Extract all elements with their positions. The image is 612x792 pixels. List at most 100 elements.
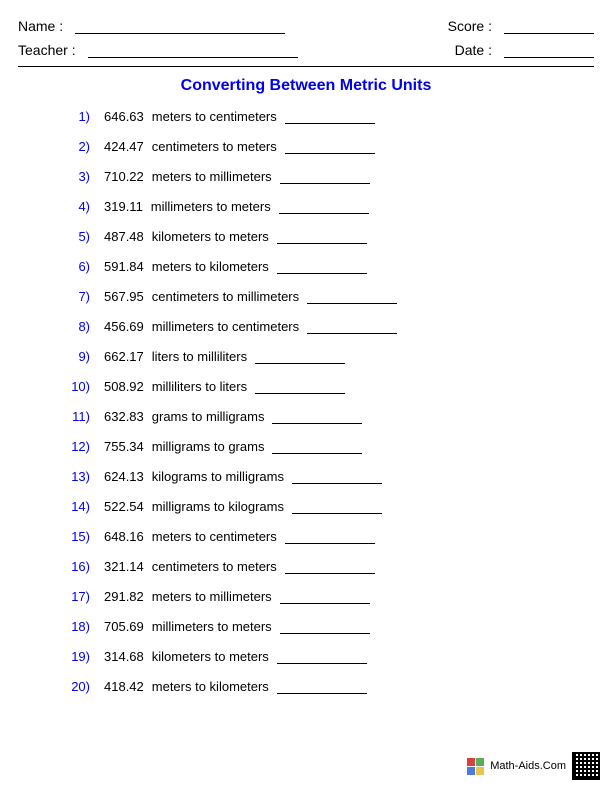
problem-conversion: millimeters to centimeters xyxy=(152,319,299,334)
score-blank[interactable] xyxy=(504,20,594,34)
answer-blank[interactable] xyxy=(255,352,345,364)
teacher-field: Teacher : xyxy=(18,42,298,58)
problem-number: 5) xyxy=(56,229,90,244)
problem-row: 10) 508.92 milliliters to liters xyxy=(56,379,594,394)
problem-number: 17) xyxy=(56,589,90,604)
qr-code-icon xyxy=(572,752,600,780)
problem-row: 16)321.14centimeters to meters xyxy=(56,559,594,574)
footer: Math-Aids.Com xyxy=(467,752,600,780)
answer-blank[interactable] xyxy=(255,382,345,394)
problem-conversion: centimeters to meters xyxy=(152,559,277,574)
problem-conversion: meters to kilometers xyxy=(152,259,269,274)
problem-number: 14) xyxy=(56,499,90,514)
problem-conversion: centimeters to millimeters xyxy=(152,289,299,304)
name-blank[interactable] xyxy=(75,20,285,34)
problem-conversion: milliliters to liters xyxy=(152,379,247,394)
problem-row: 19)314.68kilometers to meters xyxy=(56,649,594,664)
answer-blank[interactable] xyxy=(285,142,375,154)
answer-blank[interactable] xyxy=(292,502,382,514)
problem-row: 3)710.22meters to millimeters xyxy=(56,169,594,184)
answer-blank[interactable] xyxy=(280,622,370,634)
problem-row: 18) 705.69 millimeters to meters xyxy=(56,619,594,634)
problem-conversion: kilometers to meters xyxy=(152,229,269,244)
problem-number: 20) xyxy=(56,679,90,694)
problem-value: 321.14 xyxy=(104,559,144,574)
problem-value: 624.13 xyxy=(104,469,144,484)
answer-blank[interactable] xyxy=(292,472,382,484)
problem-row: 12)755.34milligrams to grams xyxy=(56,439,594,454)
score-label: Score : xyxy=(448,18,492,34)
answer-blank[interactable] xyxy=(285,532,375,544)
problem-number: 10) xyxy=(56,379,90,394)
answer-blank[interactable] xyxy=(280,172,370,184)
answer-blank[interactable] xyxy=(277,262,367,274)
problem-row: 6) 591.84 meters to kilometers xyxy=(56,259,594,274)
answer-blank[interactable] xyxy=(307,292,397,304)
problem-number: 4) xyxy=(56,199,90,214)
answer-blank[interactable] xyxy=(277,652,367,664)
problem-conversion: grams to milligrams xyxy=(152,409,265,424)
problem-row: 1)646.63meters to centimeters xyxy=(56,109,594,124)
answer-blank[interactable] xyxy=(307,322,397,334)
date-blank[interactable] xyxy=(504,44,594,58)
answer-blank[interactable] xyxy=(279,202,369,214)
answer-blank[interactable] xyxy=(272,412,362,424)
answer-blank[interactable] xyxy=(280,592,370,604)
problem-value: 648.16 xyxy=(104,529,144,544)
problem-value: 418.42 xyxy=(104,679,144,694)
problem-value: 456.69 xyxy=(104,319,144,334)
problem-conversion: millimeters to meters xyxy=(152,619,272,634)
problem-row: 5) 487.48 kilometers to meters xyxy=(56,229,594,244)
problem-value: 705.69 xyxy=(104,619,144,634)
problem-conversion: meters to centimeters xyxy=(152,109,277,124)
problem-number: 18) xyxy=(56,619,90,634)
problem-number: 7) xyxy=(56,289,90,304)
date-field: Date : xyxy=(455,42,594,58)
problem-row: 11) 632.83 grams to milligrams xyxy=(56,409,594,424)
problem-number: 2) xyxy=(56,139,90,154)
header-divider xyxy=(18,66,594,67)
teacher-blank[interactable] xyxy=(88,44,298,58)
problem-number: 1) xyxy=(56,109,90,124)
answer-blank[interactable] xyxy=(285,562,375,574)
problem-conversion: millimeters to meters xyxy=(151,199,271,214)
problem-conversion: meters to millimeters xyxy=(152,169,272,184)
problem-row: 13) 624.13 kilograms to milligrams xyxy=(56,469,594,484)
problem-number: 13) xyxy=(56,469,90,484)
problem-row: 8) 456.69 millimeters to centimeters xyxy=(56,319,594,334)
answer-blank[interactable] xyxy=(285,112,375,124)
answer-blank[interactable] xyxy=(277,682,367,694)
name-field: Name : xyxy=(18,18,285,34)
problem-number: 11) xyxy=(56,409,90,424)
problem-number: 9) xyxy=(56,349,90,364)
problem-row: 2) 424.47 centimeters to meters xyxy=(56,139,594,154)
problem-value: 319.11 xyxy=(104,199,143,214)
problem-conversion: milligrams to kilograms xyxy=(152,499,284,514)
logo-icon xyxy=(467,758,484,775)
problem-value: 632.83 xyxy=(104,409,144,424)
problem-value: 710.22 xyxy=(104,169,144,184)
problem-row: 20) 418.42 meters to kilometers xyxy=(56,679,594,694)
problem-number: 6) xyxy=(56,259,90,274)
teacher-label: Teacher : xyxy=(18,42,76,58)
problem-number: 8) xyxy=(56,319,90,334)
problem-value: 591.84 xyxy=(104,259,144,274)
answer-blank[interactable] xyxy=(277,232,367,244)
problem-value: 487.48 xyxy=(104,229,144,244)
header-row-2: Teacher : Date : xyxy=(18,42,594,58)
problem-conversion: meters to millimeters xyxy=(152,589,272,604)
problem-value: 662.17 xyxy=(104,349,144,364)
name-label: Name : xyxy=(18,18,63,34)
problem-conversion: kilometers to meters xyxy=(152,649,269,664)
problem-value: 291.82 xyxy=(104,589,144,604)
problem-row: 9)662.17liters to milliliters xyxy=(56,349,594,364)
problem-conversion: kilograms to milligrams xyxy=(152,469,284,484)
footer-site: Math-Aids.Com xyxy=(490,760,566,772)
date-label: Date : xyxy=(455,42,492,58)
answer-blank[interactable] xyxy=(272,442,362,454)
problem-value: 424.47 xyxy=(104,139,144,154)
problem-conversion: centimeters to meters xyxy=(152,139,277,154)
problem-conversion: meters to kilometers xyxy=(152,679,269,694)
page-title: Converting Between Metric Units xyxy=(18,77,594,95)
problem-value: 508.92 xyxy=(104,379,144,394)
